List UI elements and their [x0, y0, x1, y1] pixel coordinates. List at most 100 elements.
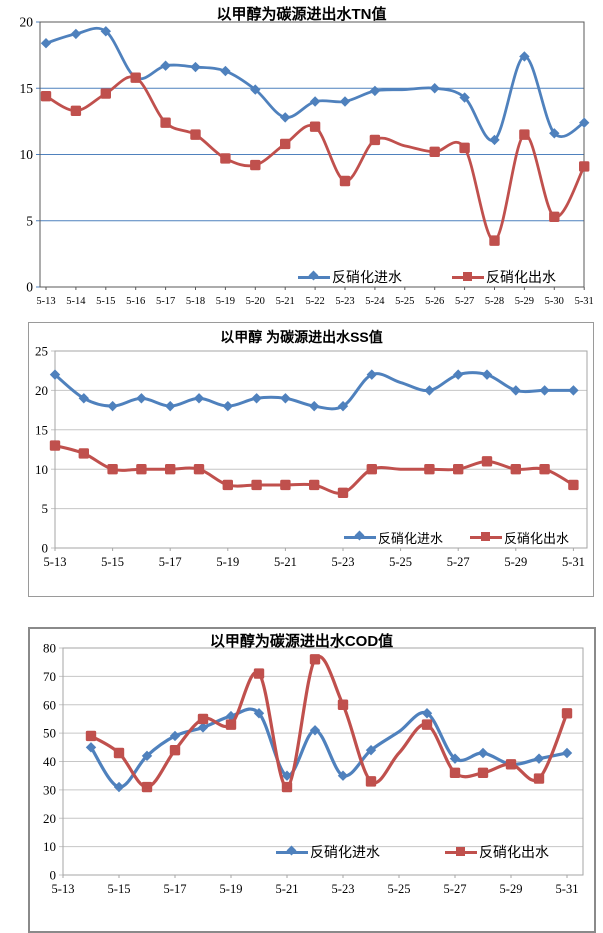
- x-axis-label: 5-21: [274, 555, 297, 569]
- data-point-square: [421, 719, 433, 730]
- data-point-square: [197, 713, 209, 725]
- data-point-diamond: [220, 65, 231, 77]
- x-axis-label: 5-21: [276, 296, 295, 307]
- data-point-square: [366, 464, 378, 475]
- data-point-square: [251, 479, 262, 491]
- data-point-square: [280, 138, 291, 150]
- data-point-diamond: [222, 400, 234, 412]
- data-point-square: [160, 117, 171, 128]
- x-axis-label: 5-18: [186, 296, 205, 307]
- data-point-diamond: [337, 400, 349, 412]
- data-point-square: [49, 440, 61, 451]
- plot-border: [54, 350, 588, 549]
- x-axis-label: 5-30: [545, 296, 564, 307]
- data-point-diamond: [70, 28, 82, 40]
- data-point-square: [365, 776, 377, 787]
- data-point-diamond: [519, 51, 530, 62]
- legend-label: 反硝化进水: [378, 530, 444, 546]
- x-axis-label: 5-19: [220, 882, 243, 896]
- y-axis-label: 10: [35, 462, 48, 477]
- x-axis-label: 5-19: [216, 555, 239, 569]
- data-point-square: [281, 781, 293, 793]
- x-axis-label: 5-23: [332, 555, 355, 569]
- data-point-diamond: [164, 400, 176, 412]
- data-point-square: [309, 654, 321, 665]
- data-point-square: [222, 479, 234, 491]
- data-point-square: [459, 142, 470, 154]
- data-point-diamond: [78, 393, 90, 404]
- x-axis-label: 5-15: [108, 882, 131, 896]
- x-axis-label: 5-17: [164, 882, 187, 896]
- chart-frame: [28, 627, 596, 933]
- x-axis-label: 5-31: [556, 882, 579, 896]
- cod-chart: 0 10 20 30 40 50 60 70 80 5-13 5-15 5-17 5-19 5-21 5-2…: [28, 627, 596, 933]
- data-point-square: [100, 88, 111, 99]
- y-axis-label: 70: [43, 669, 56, 684]
- data-point-square: [339, 175, 351, 187]
- data-point-diamond: [281, 770, 293, 781]
- data-point-diamond: [309, 725, 321, 736]
- plot-border: [62, 647, 584, 876]
- chart-frame: [28, 322, 594, 597]
- data-point-square: [539, 464, 550, 475]
- data-point-diamond: [365, 744, 377, 756]
- data-point-square: [130, 72, 141, 83]
- legend-label: 反硝化进水: [310, 844, 380, 860]
- data-point-diamond: [136, 393, 147, 404]
- data-point-diamond: [568, 385, 579, 396]
- data-point-diamond: [40, 37, 52, 49]
- cod-legend-effluent: 反硝化出水: [445, 843, 549, 861]
- data-point-square: [533, 773, 545, 784]
- data-point-square: [337, 699, 349, 710]
- data-point-square: [190, 129, 201, 140]
- data-point-diamond: [100, 26, 112, 37]
- data-point-square: [113, 747, 125, 759]
- data-point-diamond: [253, 708, 265, 719]
- y-axis-label: 60: [43, 697, 56, 712]
- influent-line-marker-icon: [298, 275, 330, 279]
- ss-chart-title: 以甲醇 为碳源进出水SS值: [220, 329, 383, 345]
- data-point-square: [85, 730, 97, 742]
- data-point-square: [477, 767, 489, 779]
- y-axis-label: 10: [43, 839, 56, 854]
- influent-line-marker-icon: [344, 535, 376, 539]
- x-axis-label: 5-13: [36, 296, 55, 307]
- legend-label: 反硝化出水: [486, 269, 556, 285]
- x-axis-label: 5-15: [96, 296, 115, 307]
- x-axis-label: 5-14: [66, 296, 86, 307]
- data-point-diamond: [578, 117, 590, 128]
- x-axis-label: 5-26: [425, 296, 444, 307]
- y-axis-label: 0: [26, 280, 33, 295]
- data-point-diamond: [481, 369, 493, 380]
- y-axis-label: 80: [43, 641, 56, 656]
- x-axis-label: 5-29: [515, 296, 534, 307]
- tn-legend-influent: 反硝化进水: [298, 268, 402, 286]
- y-axis-label: 25: [35, 344, 48, 359]
- y-axis-label: 30: [43, 782, 56, 797]
- y-axis-label: 5: [42, 501, 49, 516]
- data-point-diamond: [85, 742, 97, 753]
- data-point-diamond: [539, 385, 550, 396]
- y-axis-label: 5: [26, 213, 33, 228]
- data-point-diamond: [107, 400, 118, 412]
- data-point-diamond: [459, 92, 470, 103]
- data-point-diamond: [421, 708, 433, 719]
- data-point-square: [141, 781, 153, 793]
- data-point-square: [309, 479, 320, 491]
- x-axis-label: 5-20: [246, 296, 265, 307]
- data-point-square: [250, 159, 261, 171]
- effluent-line-marker-icon: [445, 847, 477, 856]
- data-point-diamond: [452, 369, 464, 380]
- x-axis-label: 5-17: [156, 296, 175, 307]
- data-point-square: [489, 235, 500, 246]
- data-point-diamond: [549, 128, 560, 139]
- data-point-diamond: [250, 84, 261, 95]
- tn-legend-effluent: 反硝化出水: [452, 268, 556, 286]
- legend-label: 反硝化进水: [332, 269, 402, 285]
- x-axis-label: 5-13: [52, 882, 75, 896]
- data-point-diamond: [561, 747, 573, 759]
- data-point-square: [481, 456, 493, 467]
- data-point-diamond: [49, 369, 61, 380]
- data-point-square: [510, 464, 522, 475]
